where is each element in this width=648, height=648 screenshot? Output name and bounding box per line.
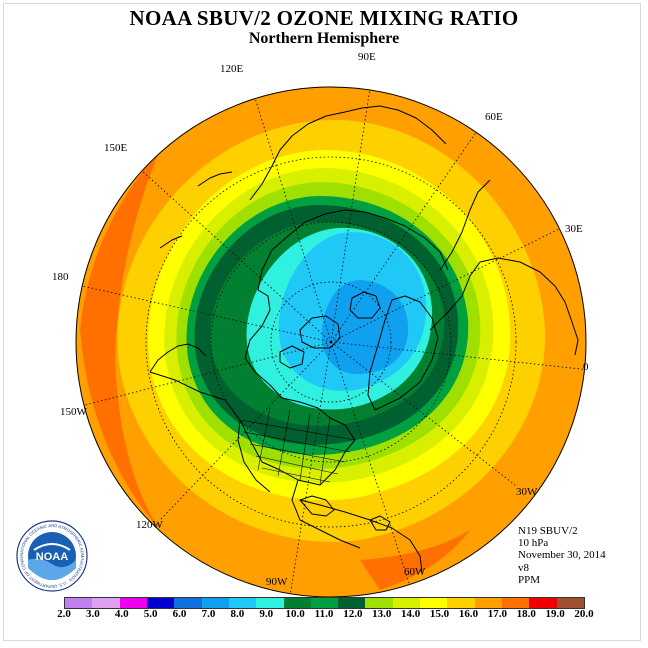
colorbar-tick-label: 3.0 [86, 608, 100, 620]
colorbar-segment [474, 598, 502, 608]
lon-label-120w: 120W [136, 519, 164, 531]
colorbar-segment [65, 598, 93, 608]
colorbar-tick-label: 5.0 [143, 608, 158, 620]
colorbar-segment [365, 598, 393, 608]
info-units: PPM [518, 573, 541, 586]
info-block: N19 SBUV/2 10 hPa November 30, 2014 v8 P… [518, 525, 606, 586]
colorbar-tick-label: 16.0 [458, 608, 479, 620]
lon-label-60w: 60W [404, 566, 426, 578]
colorbar-tick-label: 20.0 [574, 608, 594, 620]
logo-text: NOAA [36, 551, 68, 563]
info-version: v8 [518, 561, 529, 574]
colorbar-segment [529, 598, 557, 608]
lon-label-90e: 90E [358, 51, 376, 63]
colorbar-segment [256, 598, 284, 608]
lon-label-0: 0 [583, 361, 589, 373]
colorbar-tick-label: 14.0 [401, 608, 421, 620]
colorbar-segment [92, 598, 120, 608]
colorbar-segment [420, 598, 448, 608]
colorbar-tick-label: 13.0 [372, 608, 392, 620]
lon-label-30e: 30E [565, 223, 583, 235]
colorbar-tick-label: 6.0 [172, 608, 187, 620]
colorbar-tick-label: 19.0 [545, 608, 565, 620]
colorbar-segment [119, 598, 147, 608]
colorbar-segment [502, 598, 530, 608]
colorbar-tick-label: 4.0 [114, 608, 129, 620]
info-pressure: 10 hPa [518, 537, 549, 550]
colorbar-segment [283, 598, 311, 608]
colorbar-tick-label: 9.0 [259, 608, 274, 620]
colorbar-segment [447, 598, 475, 608]
ozone-field [76, 87, 586, 597]
info-date: November 30, 2014 [518, 549, 606, 562]
lon-label-30w: 30W [516, 486, 538, 498]
colorbar-segment [392, 598, 421, 608]
colorbar-tick-label: 7.0 [201, 608, 216, 620]
colorbar-tick-label: 18.0 [516, 608, 536, 620]
page-title: NOAA SBUV/2 OZONE MIXING RATIO [129, 6, 519, 30]
page-subtitle: Northern Hemisphere [248, 30, 400, 47]
colorbar-segment [174, 598, 202, 608]
longitude-labels: 90E 60E 30E 0 30W 60W 90W 120W 150W 180 … [52, 51, 589, 588]
noaa-logo: NATIONAL OCEANIC AND ATMOSPHERIC ADMINIS… [16, 520, 88, 592]
info-satellite: N19 SBUV/2 [518, 525, 578, 537]
colorbar-segment [201, 598, 229, 608]
lon-label-150e: 150E [104, 142, 128, 154]
colorbar-tick-label: 12.0 [343, 608, 363, 620]
colorbar-segment [146, 598, 175, 608]
colorbar-tick-label: 10.0 [285, 608, 305, 620]
colorbar-segment [338, 598, 366, 608]
colorbar-segment [228, 598, 257, 608]
lon-label-60e: 60E [485, 111, 503, 123]
colorbar-tick-label: 2.0 [57, 608, 71, 620]
colorbar-segment [310, 598, 339, 608]
colorbar-labels: 2.0 3.0 4.0 5.0 6.0 7.0 8.0 9.0 10.0 11.0 12.0 13.0… [0, 608, 648, 622]
colorbar [64, 597, 585, 609]
lon-label-120e: 120E [220, 63, 244, 75]
lon-label-150w: 150W [60, 406, 88, 418]
lon-label-90w: 90W [266, 576, 288, 588]
colorbar-segment [556, 598, 584, 608]
colorbar-tick-label: 15.0 [429, 608, 450, 620]
colorbar-tick-label: 17.0 [487, 608, 507, 620]
lon-label-180: 180 [52, 271, 69, 283]
colorbar-tick-label: 11.0 [314, 608, 334, 620]
colorbar-tick-label: 8.0 [230, 608, 245, 620]
